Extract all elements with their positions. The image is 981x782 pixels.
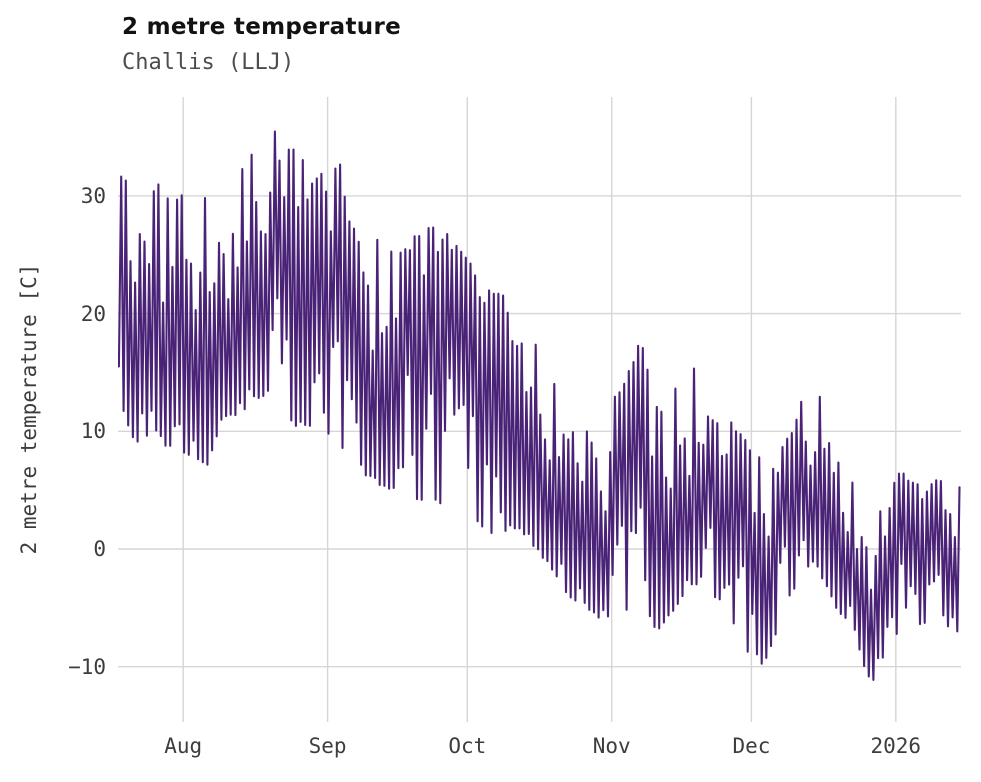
time-series-plot bbox=[118, 97, 961, 722]
x-tick-label: 2026 bbox=[870, 734, 922, 758]
chart-title: 2 metre temperature bbox=[122, 14, 402, 40]
x-tick-label: Sep bbox=[308, 734, 347, 758]
y-tick-label: 0 bbox=[93, 536, 106, 561]
y-tick-label: 10 bbox=[80, 419, 106, 444]
y-tick-label: 30 bbox=[80, 183, 106, 208]
plot-area bbox=[118, 97, 961, 722]
x-tick-label: Oct bbox=[448, 734, 487, 758]
temperature-series-line bbox=[118, 130, 961, 681]
y-tick-label: −10 bbox=[68, 654, 106, 679]
x-tick-label: Dec bbox=[732, 734, 771, 758]
chart-subtitle: Challis (LLJ) bbox=[122, 50, 295, 75]
y-tick-label: 20 bbox=[80, 301, 106, 326]
x-tick-label: Aug bbox=[164, 734, 203, 758]
x-tick-label: Nov bbox=[592, 734, 631, 758]
